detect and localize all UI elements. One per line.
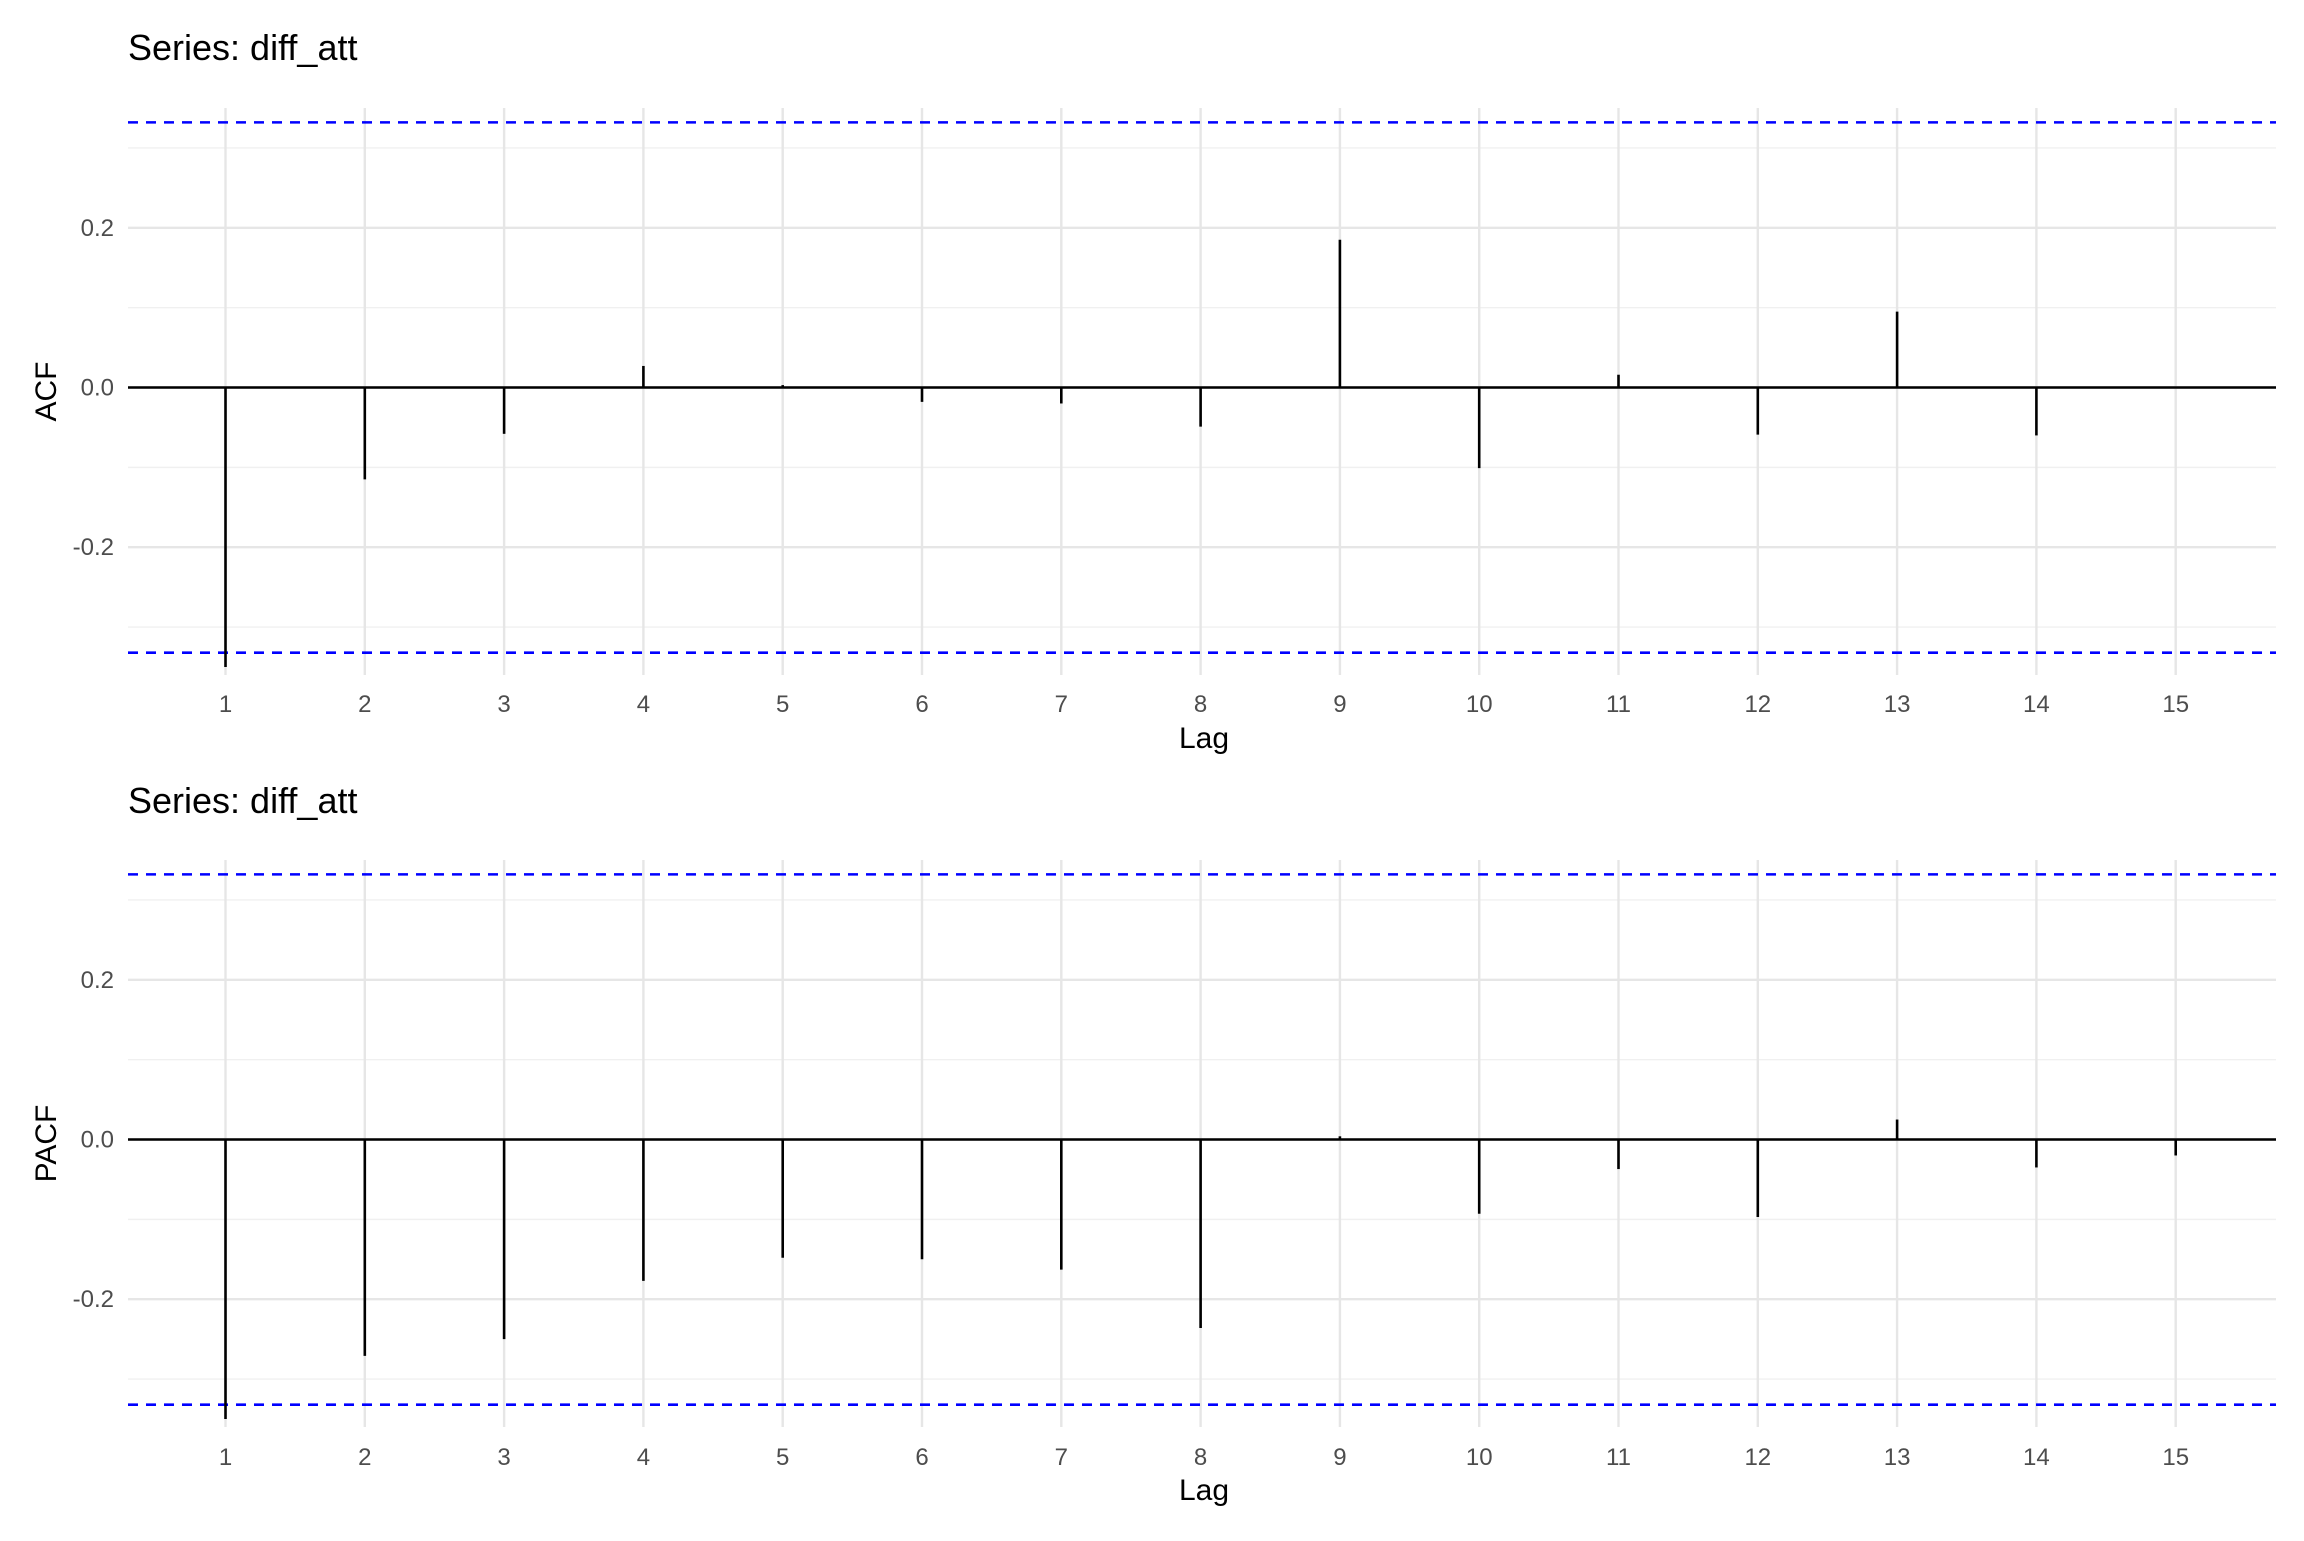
acf-x-tick-label: 12 [1744,691,1771,718]
acf-x-tick-label: 2 [358,691,371,718]
pacf-x-axis-label: Lag [1179,1474,1229,1507]
pacf-x-tick-label: 6 [915,1444,928,1471]
acf-x-tick-label: 4 [637,691,650,718]
pacf-y-tick-label: 0.0 [81,1127,114,1154]
pacf-x-tick-label: 10 [1466,1444,1493,1471]
acf-x-tick-label: 14 [2023,691,2050,718]
acf-x-axis-label: Lag [1179,722,1229,755]
pacf-x-tick-label: 4 [637,1444,650,1471]
acf-x-tick-label: 8 [1194,691,1207,718]
pacf-x-tick-label: 15 [2162,1444,2189,1471]
acf-x-tick-label: 7 [1055,691,1068,718]
pacf-x-tick-label: 9 [1333,1444,1346,1471]
acf-x-tick-label: 5 [776,691,789,718]
pacf-x-tick-label: 8 [1194,1444,1207,1471]
pacf-y-tick-label: -0.2 [73,1286,114,1313]
acf-x-tick-label: 15 [2162,691,2189,718]
pacf-x-tick-label: 14 [2023,1444,2050,1471]
pacf-x-tick-label: 13 [1884,1444,1911,1471]
acf-y-axis-label: ACF [30,362,63,422]
pacf-y-tick-label: 0.2 [81,967,114,994]
acf-chart-title: Series: diff_att [128,27,357,68]
pacf-x-tick-label: 1 [219,1444,232,1471]
acf-x-tick-label: 1 [219,691,232,718]
pacf-x-tick-label: 7 [1055,1444,1068,1471]
pacf-chart-title: Series: diff_att [128,780,357,821]
acf-y-tick-label: 0.2 [81,215,114,242]
acf-y-tick-label: 0.0 [81,375,114,402]
pacf-x-tick-label: 12 [1744,1444,1771,1471]
acf-y-tick-label: -0.2 [73,534,114,561]
acf-x-tick-label: 11 [1606,691,1631,718]
acf-x-tick-label: 10 [1466,691,1493,718]
acf-x-tick-label: 6 [915,691,928,718]
acf-x-tick-label: 3 [497,691,510,718]
pacf-x-tick-label: 3 [497,1444,510,1471]
pacf-x-tick-label: 2 [358,1444,371,1471]
pacf-x-tick-label: 11 [1606,1444,1631,1471]
pacf-x-tick-label: 5 [776,1444,789,1471]
acf-x-tick-label: 9 [1333,691,1346,718]
acf-x-tick-label: 13 [1884,691,1911,718]
pacf-y-axis-label: PACF [30,1105,63,1183]
